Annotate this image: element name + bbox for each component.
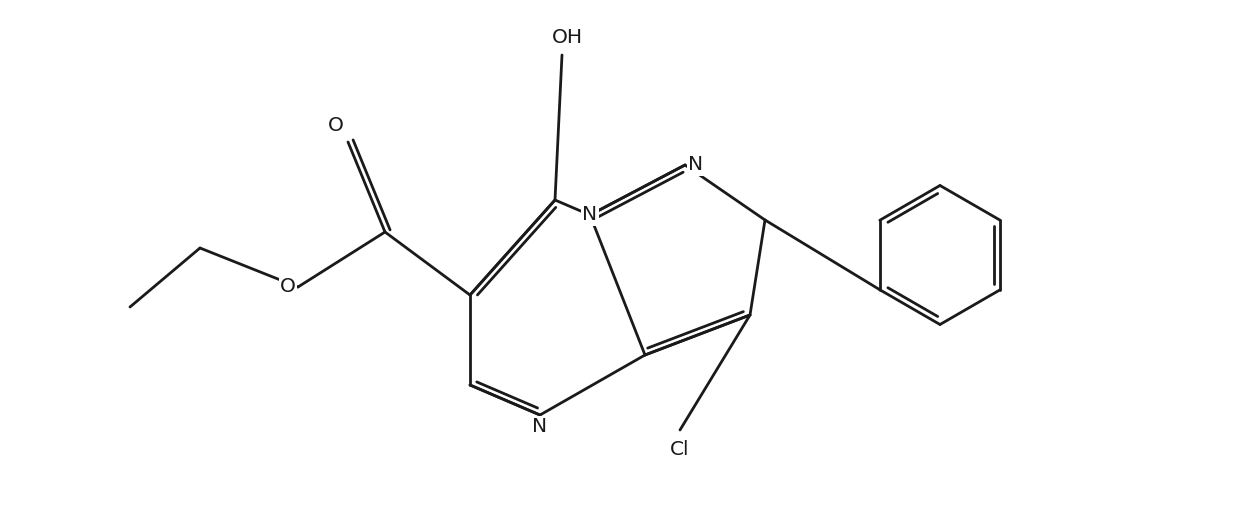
Text: Cl: Cl bbox=[670, 440, 690, 459]
Text: N: N bbox=[532, 417, 548, 436]
Text: N: N bbox=[583, 206, 597, 224]
Text: OH: OH bbox=[552, 28, 583, 47]
Text: O: O bbox=[328, 116, 344, 135]
Text: N: N bbox=[688, 156, 703, 174]
Text: O: O bbox=[280, 278, 296, 296]
